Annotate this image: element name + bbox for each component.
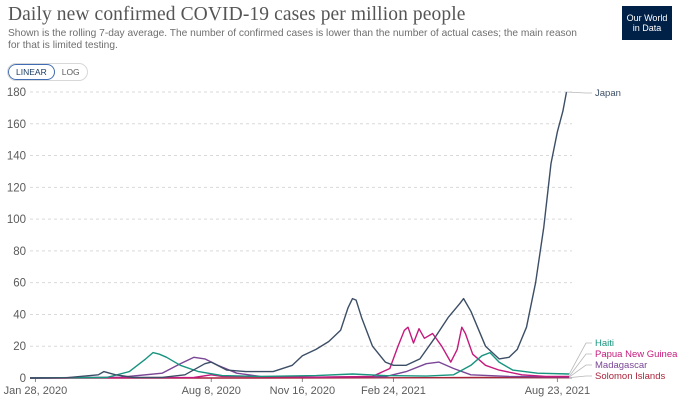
chart-subtitle: Shown is the rolling 7-day average. The … [8, 28, 577, 51]
y-tick-label: 120 [7, 182, 26, 194]
scale-toggle: LINEAR LOG [7, 63, 88, 81]
leader-line-solomon-islands [569, 375, 592, 379]
y-tick-label: 0 [20, 373, 26, 385]
x-tick-label: Feb 24, 2021 [361, 385, 426, 397]
x-tick-label: Aug 8, 2020 [182, 385, 241, 397]
y-tick-label: 80 [13, 246, 26, 258]
x-tick-label: Aug 23, 2021 [525, 385, 590, 397]
leader-line-japan [566, 91, 592, 94]
linear-scale-button[interactable]: LINEAR [8, 64, 55, 80]
y-tick-label: 180 [7, 87, 26, 99]
y-axis: 0 20 40 60 80 100 120 140 160 180 [7, 87, 26, 385]
series-label-japan: Japan [595, 88, 621, 99]
y-tick-label: 20 [13, 341, 26, 353]
log-scale-button[interactable]: LOG [61, 67, 80, 77]
series-lines [29, 91, 570, 379]
leader-line-haiti [568, 342, 592, 375]
series-line-haiti [29, 351, 570, 379]
y-tick-label: 40 [13, 309, 26, 321]
logo-line-2: in Data [632, 23, 662, 33]
owid-logo[interactable]: Our World in Data [622, 6, 672, 40]
leader-line-papua-new-guinea [568, 353, 592, 377]
x-axis: Jan 28, 2020 Aug 8, 2020 Nov 16, 2020 Feb 2… [4, 378, 590, 397]
series-label-papua-new-guinea: Papua New Guinea [595, 349, 678, 360]
x-tick-label: Nov 16, 2020 [270, 385, 335, 397]
y-tick-label: 140 [7, 151, 26, 163]
x-tick-label: Jan 28, 2020 [4, 385, 68, 397]
y-tick-label: 100 [7, 214, 26, 226]
grid-lines [30, 91, 572, 379]
series-line-madagascar [29, 356, 570, 379]
logo-line-1: Our World [626, 12, 668, 23]
y-tick-label: 60 [13, 278, 26, 290]
y-tick-label: 160 [7, 119, 26, 131]
series-label-madagascar: Madagascar [595, 360, 647, 371]
leader-line-madagascar [569, 364, 592, 378]
series-line-japan [29, 91, 568, 379]
chart-title: Daily new confirmed COVID-19 cases per m… [8, 4, 466, 25]
series-line-papua-new-guinea [29, 326, 570, 379]
series-label-solomon-islands: Solomon Islands [595, 371, 665, 382]
series-label-haiti: Haiti [595, 338, 614, 349]
